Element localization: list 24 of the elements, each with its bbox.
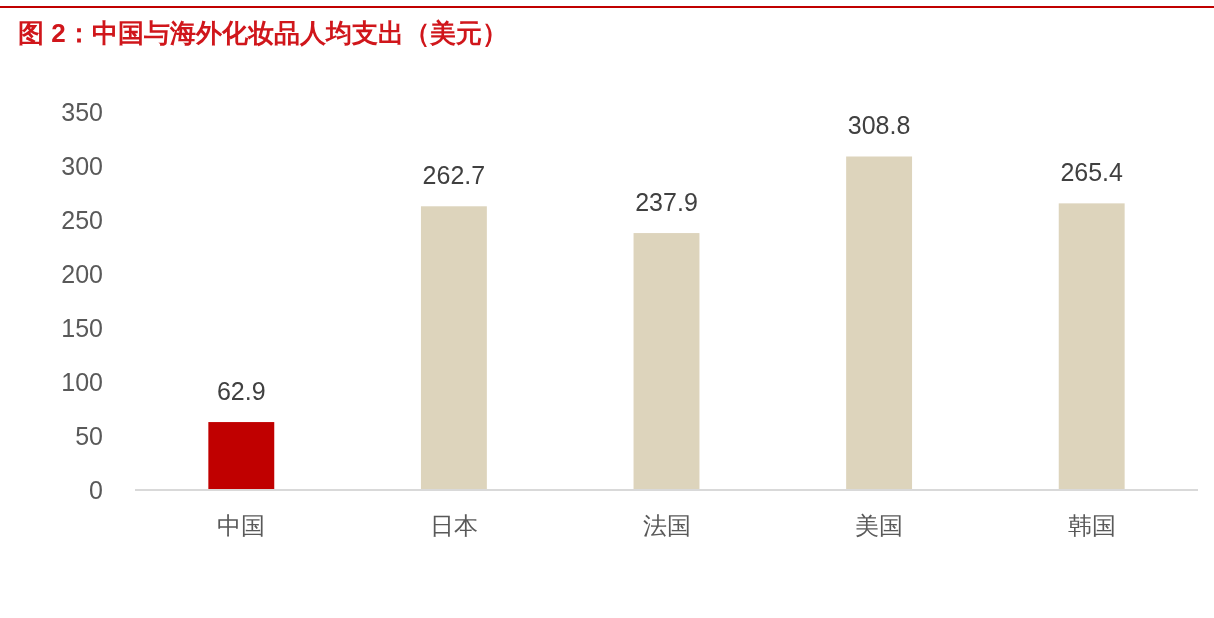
y-tick-label: 50 [75,422,103,450]
y-tick-label: 250 [61,206,103,234]
data-label: 265.4 [1060,158,1124,187]
bar [1058,203,1125,490]
x-tick-label: 中国 [217,512,266,539]
bar [633,233,700,490]
y-tick-label: 150 [61,314,103,342]
chart-title: 图 2：中国与海外化妆品人均支出（美元） [18,18,508,48]
bar [846,156,913,490]
data-label: 308.8 [847,111,911,140]
y-tick-label: 0 [89,476,103,504]
y-tick-label: 100 [61,368,103,396]
x-tick-label: 韩国 [1067,512,1116,539]
x-tick-label: 法国 [642,512,691,539]
y-tick-label: 350 [61,98,103,126]
y-tick-label: 300 [61,152,103,180]
x-tick-label: 美国 [855,512,904,539]
x-tick-label: 日本 [429,512,478,539]
bar [208,422,275,490]
data-label: 62.9 [216,377,266,406]
bar [420,206,487,490]
y-tick-label: 200 [61,260,103,288]
data-label: 262.7 [422,161,486,190]
data-label: 237.9 [635,188,698,217]
